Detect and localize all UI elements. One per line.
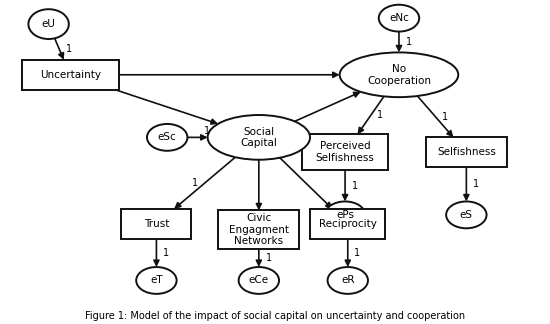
Ellipse shape [328,267,368,294]
Text: 1: 1 [473,179,479,189]
Ellipse shape [340,52,458,97]
Text: Selfishness: Selfishness [437,147,496,157]
Text: Figure 1: Model of the impact of social capital on uncertainty and cooperation: Figure 1: Model of the impact of social … [85,311,465,321]
Text: 1: 1 [66,44,72,54]
Ellipse shape [147,124,188,151]
Text: 1: 1 [351,181,358,191]
Text: 1: 1 [192,178,198,188]
Text: 1: 1 [442,112,448,122]
Ellipse shape [29,9,69,39]
Text: Reciprocity: Reciprocity [319,219,377,229]
FancyBboxPatch shape [310,209,386,239]
Ellipse shape [208,115,310,160]
FancyBboxPatch shape [21,60,119,90]
Ellipse shape [446,202,487,228]
Ellipse shape [325,202,365,228]
Text: No
Cooperation: No Cooperation [367,64,431,86]
Text: 1: 1 [405,37,412,47]
FancyBboxPatch shape [302,134,388,170]
Text: Uncertainty: Uncertainty [40,70,101,80]
Text: Social
Capital: Social Capital [240,127,277,148]
Text: eT: eT [150,275,163,285]
FancyBboxPatch shape [122,209,191,239]
Text: eSc: eSc [158,133,177,142]
Ellipse shape [379,5,419,31]
FancyBboxPatch shape [218,210,299,249]
Ellipse shape [239,267,279,294]
Text: 1: 1 [377,110,383,121]
Text: 1: 1 [204,126,210,136]
Text: Perceived
Selfishness: Perceived Selfishness [316,142,375,163]
Text: Trust: Trust [144,219,169,229]
Text: Civic
Engagment
Networks: Civic Engagment Networks [229,213,289,246]
Text: 1: 1 [163,248,169,258]
Text: 1: 1 [354,248,361,258]
FancyBboxPatch shape [426,137,507,167]
Text: eCe: eCe [249,275,269,285]
Text: eS: eS [460,210,473,220]
Text: ePs: ePs [336,210,354,220]
Text: eU: eU [42,19,56,29]
Text: 1: 1 [266,253,272,263]
Text: eR: eR [341,275,355,285]
Ellipse shape [136,267,177,294]
Text: eNc: eNc [389,13,409,23]
